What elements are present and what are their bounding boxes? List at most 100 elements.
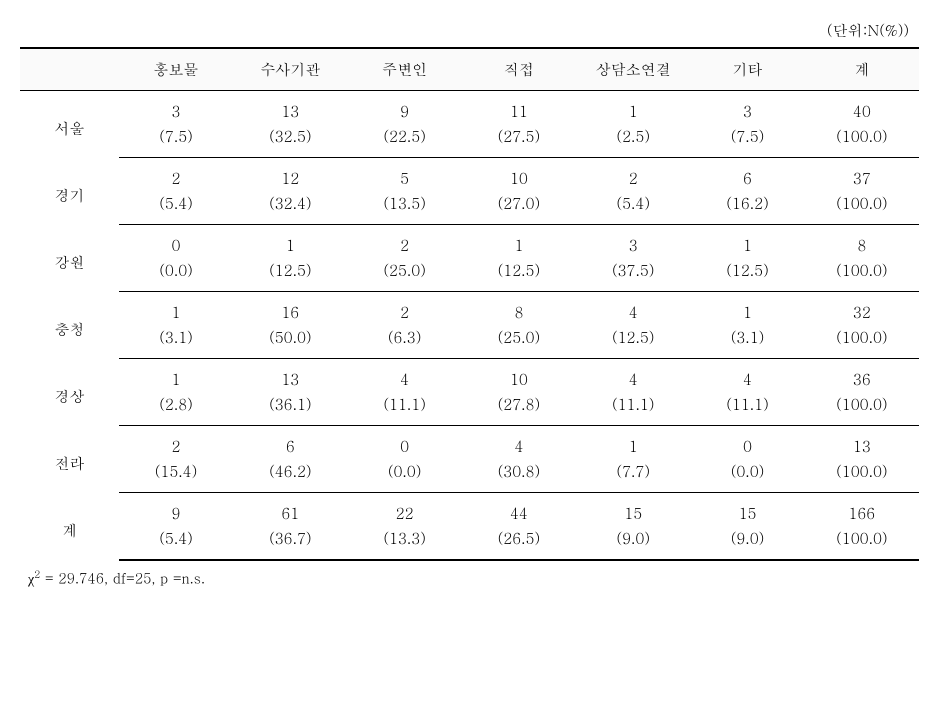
table-row: (2.8)(36.1)(11.1)(27.8)(11.1)(11.1)(100.…: [20, 392, 919, 426]
cell-value: 4: [690, 359, 804, 393]
cell-pct: (12.5): [690, 258, 804, 292]
cell-pct: (16.2): [690, 191, 804, 225]
cell-value: 6: [233, 426, 347, 460]
cell-value: 0: [690, 426, 804, 460]
cell-value: 2: [119, 158, 233, 192]
cell-pct: (50.0): [233, 325, 347, 359]
cell-pct: (46.2): [233, 459, 347, 493]
table-row: 충청116284132: [20, 292, 919, 326]
cell-pct: (7.7): [576, 459, 690, 493]
cell-value: 0: [347, 426, 461, 460]
cell-pct: (13.5): [347, 191, 461, 225]
cell-value: 15: [690, 493, 804, 527]
cell-value: 10: [462, 359, 576, 393]
cell-pct: (13.3): [347, 526, 461, 560]
cell-pct: (12.5): [462, 258, 576, 292]
table-body: 서울3139111340(7.5)(32.5)(22.5)(27.5)(2.5)…: [20, 91, 919, 561]
data-table: 홍보물 수사기관 주변인 직접 상담소연결 기타 계 서울3139111340(…: [20, 47, 919, 561]
table-row: 계96122441515166: [20, 493, 919, 527]
cell-pct: (27.5): [462, 124, 576, 158]
cell-pct: (32.4): [233, 191, 347, 225]
cell-pct: (9.0): [690, 526, 804, 560]
cell-value: 13: [233, 91, 347, 125]
cell-value: 1: [690, 292, 804, 326]
cell-pct: (32.5): [233, 124, 347, 158]
cell-value: 1: [576, 91, 690, 125]
cell-value: 36: [805, 359, 919, 393]
cell-value: 4: [576, 359, 690, 393]
cell-value: 9: [119, 493, 233, 527]
cell-value: 5: [347, 158, 461, 192]
cell-value: 12: [233, 158, 347, 192]
cell-value: 166: [805, 493, 919, 527]
cell-pct: (12.5): [233, 258, 347, 292]
cell-pct: (30.8): [462, 459, 576, 493]
cell-value: 13: [233, 359, 347, 393]
cell-value: 6: [690, 158, 804, 192]
cell-pct: (27.8): [462, 392, 576, 426]
header-col-4: 직접: [462, 48, 576, 91]
cell-pct: (0.0): [119, 258, 233, 292]
table-row: 경상1134104436: [20, 359, 919, 393]
cell-value: 37: [805, 158, 919, 192]
cell-pct: (5.4): [576, 191, 690, 225]
header-blank: [20, 48, 119, 91]
row-label: 서울: [20, 91, 119, 158]
cell-value: 2: [347, 225, 461, 259]
cell-value: 4: [347, 359, 461, 393]
cell-pct: (12.5): [576, 325, 690, 359]
table-row: 서울3139111340: [20, 91, 919, 125]
cell-pct: (26.5): [462, 526, 576, 560]
cell-value: 1: [119, 359, 233, 393]
table-row: 경기2125102637: [20, 158, 919, 192]
cell-pct: (3.1): [119, 325, 233, 359]
cell-pct: (36.1): [233, 392, 347, 426]
footnote-text: = 29.746, df=25, p =n.s.: [40, 568, 205, 588]
cell-value: 1: [119, 292, 233, 326]
cell-value: 1: [576, 426, 690, 460]
cell-pct: (22.5): [347, 124, 461, 158]
table-row: (7.5)(32.5)(22.5)(27.5)(2.5)(7.5)(100.0): [20, 124, 919, 158]
cell-value: 8: [805, 225, 919, 259]
cell-value: 16: [233, 292, 347, 326]
cell-value: 8: [462, 292, 576, 326]
cell-value: 2: [576, 158, 690, 192]
footnote: χ2 = 29.746, df=25, p =n.s.: [20, 567, 919, 589]
cell-pct: (25.0): [462, 325, 576, 359]
table-row: (15.4)(46.2)(0.0)(30.8)(7.7)(0.0)(100.0): [20, 459, 919, 493]
cell-value: 4: [462, 426, 576, 460]
cell-value: 1: [690, 225, 804, 259]
table-row: 전라26041013: [20, 426, 919, 460]
table-row: (0.0)(12.5)(25.0)(12.5)(37.5)(12.5)(100.…: [20, 258, 919, 292]
cell-pct: (100.0): [805, 459, 919, 493]
cell-value: 40: [805, 91, 919, 125]
row-label: 강원: [20, 225, 119, 292]
header-col-5: 상담소연결: [576, 48, 690, 91]
cell-pct: (15.4): [119, 459, 233, 493]
row-label: 계: [20, 493, 119, 561]
cell-pct: (2.5): [576, 124, 690, 158]
cell-pct: (11.1): [347, 392, 461, 426]
cell-value: 3: [690, 91, 804, 125]
cell-value: 22: [347, 493, 461, 527]
cell-pct: (2.8): [119, 392, 233, 426]
unit-label: (단위:N(%)): [20, 20, 919, 41]
row-label: 충청: [20, 292, 119, 359]
cell-pct: (7.5): [690, 124, 804, 158]
row-label: 전라: [20, 426, 119, 493]
cell-value: 1: [233, 225, 347, 259]
cell-pct: (7.5): [119, 124, 233, 158]
cell-value: 3: [576, 225, 690, 259]
cell-pct: (0.0): [690, 459, 804, 493]
cell-value: 11: [462, 91, 576, 125]
cell-pct: (5.4): [119, 526, 233, 560]
cell-pct: (11.1): [690, 392, 804, 426]
table-row: (5.4)(36.7)(13.3)(26.5)(9.0)(9.0)(100.0): [20, 526, 919, 560]
header-col-2: 수사기관: [233, 48, 347, 91]
cell-value: 61: [233, 493, 347, 527]
cell-value: 10: [462, 158, 576, 192]
cell-pct: (27.0): [462, 191, 576, 225]
cell-pct: (100.0): [805, 258, 919, 292]
cell-pct: (5.4): [119, 191, 233, 225]
cell-pct: (100.0): [805, 392, 919, 426]
